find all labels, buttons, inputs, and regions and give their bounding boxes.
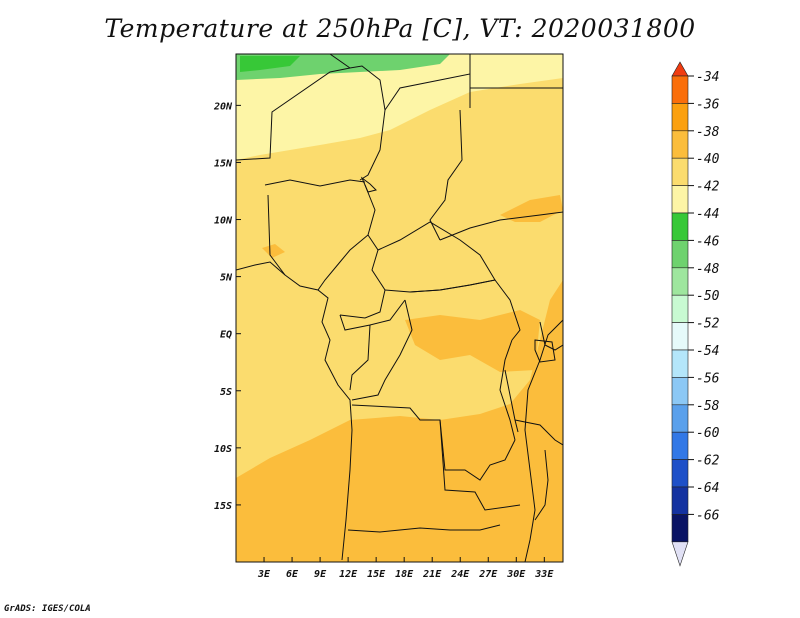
lake-tanganyika — [504, 369, 519, 433]
colorbar-label: -64 — [696, 481, 719, 496]
country-borders — [236, 54, 563, 562]
colorbar-label: -44 — [696, 207, 719, 222]
colorbar-swatch — [671, 185, 689, 214]
x-tick-label: 6E — [286, 569, 299, 580]
colorbar-label: -48 — [696, 262, 720, 277]
border-malawi — [534, 449, 549, 521]
border-angola-zambia — [439, 419, 521, 511]
colorbar-label: -38 — [696, 125, 720, 140]
y-axis: 20N 15N 10N 5N EQ 5S 10S 15S — [213, 101, 241, 512]
colorbar: -34 -36 -38 -40 -42 -44 -46 -48 -50 -52 -54 -56 -58 -… — [671, 61, 720, 567]
y-tick-label: 20N — [213, 101, 233, 112]
colorbar-label: -50 — [696, 289, 720, 304]
coastline-east — [524, 319, 563, 562]
colorbar-label: -66 — [696, 508, 720, 523]
y-tick-label: 5N — [220, 273, 233, 284]
colorbar-swatch — [671, 130, 689, 159]
coastline-west — [236, 261, 353, 561]
border-drc-east — [499, 339, 516, 441]
colorbar-swatch — [671, 486, 689, 515]
colorbar-swatch — [671, 377, 689, 406]
colorbar-swatch — [671, 514, 689, 543]
x-tick-label: 33E — [534, 569, 554, 580]
border-kenya-uganda — [539, 321, 563, 351]
colorbar-swatch — [671, 349, 689, 378]
colorbar-label: -36 — [696, 97, 720, 112]
colorbar-swatch — [671, 240, 689, 269]
colorbar-label: -58 — [696, 399, 720, 414]
border-nigeria — [267, 184, 376, 291]
border-sudan-ssudan — [439, 211, 563, 241]
lake-victoria — [534, 339, 556, 363]
x-tick-label: 12E — [339, 569, 358, 580]
border-drc-west — [351, 299, 413, 401]
colorbar-swatch — [671, 75, 689, 104]
field-green-dark — [240, 56, 300, 72]
field-west-orange — [262, 244, 285, 258]
y-tick-label: EQ — [220, 330, 232, 341]
x-tick-label: 9E — [314, 569, 327, 580]
y-tick-label: 10N — [214, 216, 233, 227]
x-tick-label: 18E — [395, 569, 414, 580]
y-tick-label: 5S — [220, 387, 232, 398]
colorbar-swatch — [671, 541, 689, 567]
colorbar-label: -60 — [696, 426, 720, 441]
colorbar-swatch — [671, 157, 689, 186]
grads-credit: GrADS: IGES/COLA — [4, 604, 91, 614]
colorbar-swatch — [671, 212, 689, 241]
border-congo — [339, 299, 406, 391]
border-angola-namibia — [347, 524, 501, 533]
colorbar-swatch — [671, 459, 689, 488]
y-tick-label: 15S — [214, 501, 232, 512]
colorbar-label: -42 — [696, 180, 720, 195]
x-tick-label: 27E — [478, 569, 498, 580]
x-tick-label: 15E — [367, 569, 386, 580]
colorbar-swatch — [671, 431, 689, 460]
plot-frame — [235, 53, 564, 563]
colorbar-label: -54 — [696, 344, 719, 359]
colorbar-swatch — [671, 322, 689, 351]
x-axis: 3E 6E 9E 12E 15E 18E 21E 24E 27E 30E 33E — [257, 557, 554, 580]
x-tick-label: 24E — [450, 569, 470, 580]
border-drc-north — [409, 279, 521, 341]
border-mali-niger — [236, 67, 351, 161]
border-niger-nigeria — [264, 179, 366, 187]
border-libya-egypt — [469, 54, 563, 108]
field-east-orange — [500, 195, 563, 222]
colorbar-swatch — [671, 294, 689, 323]
border-drc-south — [351, 404, 516, 481]
colorbar-label: -34 — [696, 70, 719, 85]
y-tick-label: 10S — [214, 444, 232, 455]
lake-chad — [360, 176, 377, 193]
colorbar-swatch — [671, 404, 689, 433]
colorbar-label: -56 — [696, 371, 720, 386]
colorbar-swatch — [671, 267, 689, 296]
colorbar-label: -46 — [696, 234, 720, 249]
colorbar-label: -40 — [696, 152, 720, 167]
x-tick-label: 30E — [506, 569, 526, 580]
x-tick-label: 21E — [422, 569, 442, 580]
colorbar-swatch — [671, 61, 689, 77]
y-tick-label: 15N — [214, 158, 233, 169]
colorbar-label: -62 — [696, 454, 720, 469]
border-niger-chad — [359, 109, 386, 181]
colorbar-swatch — [671, 103, 689, 132]
map-title: Temperature at 250hPa [C], VT: 202003180… — [104, 14, 696, 43]
field-southern-orange — [236, 280, 563, 562]
x-tick-label: 3E — [257, 569, 271, 580]
colorbar-label: -52 — [696, 317, 720, 332]
border-tanzania — [514, 419, 563, 446]
